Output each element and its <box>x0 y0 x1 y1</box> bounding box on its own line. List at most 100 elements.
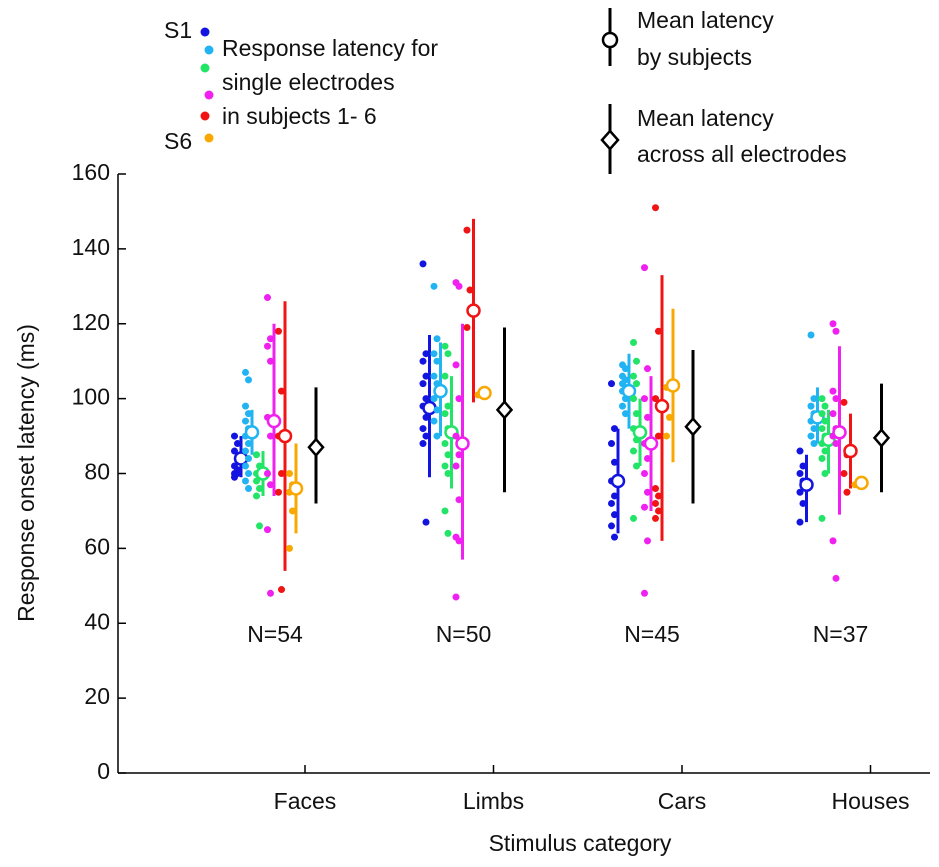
legend-text: by subjects <box>637 44 752 70</box>
electrode-point <box>455 537 463 545</box>
n-label: N=54 <box>247 621 303 647</box>
electrode-point <box>644 413 651 421</box>
overall-mean <box>495 399 514 420</box>
subject-mean <box>466 303 481 318</box>
electrode-point <box>422 413 430 421</box>
electrode-point <box>652 204 659 212</box>
electrode-point <box>278 586 285 594</box>
electrode-point <box>807 402 815 410</box>
electrode-point <box>633 462 640 470</box>
electrode-point <box>655 507 662 515</box>
electrode-point <box>444 529 452 537</box>
electrode-point <box>441 342 449 350</box>
electrode-point <box>463 323 471 331</box>
electrode-point <box>433 335 441 343</box>
electrode-point <box>245 470 252 477</box>
electrode-point <box>289 507 296 515</box>
electrode-point <box>608 522 615 530</box>
legend-text: Mean latency <box>637 105 774 131</box>
electrode-point <box>245 455 252 463</box>
n-label: N=50 <box>436 621 492 647</box>
legend-mean <box>601 31 619 49</box>
electrode-point <box>796 488 804 496</box>
y-tick-label: 120 <box>72 309 110 335</box>
electrode-point <box>633 380 640 388</box>
electrode-point <box>641 503 648 511</box>
legend-text: Mean latency <box>637 7 774 33</box>
electrode-point <box>278 470 285 477</box>
electrode-point <box>622 365 629 373</box>
electrode-point <box>452 462 460 470</box>
electrode-point <box>652 484 659 492</box>
subject-mean <box>266 413 282 429</box>
electrode-point <box>840 398 848 406</box>
electrode-point <box>630 395 637 403</box>
electrode-point <box>267 481 274 489</box>
electrode-point <box>422 350 430 358</box>
electrode-point <box>444 402 452 410</box>
electrode-point <box>843 488 851 496</box>
electrode-point <box>832 395 840 403</box>
electrode-point <box>419 260 427 268</box>
electrode-point <box>652 514 659 522</box>
legend-text: Response latency for <box>222 35 438 61</box>
electrode-point <box>810 425 818 433</box>
y-tick-label: 0 <box>97 758 110 784</box>
electrode-point <box>810 395 818 403</box>
electrode-point <box>641 395 648 403</box>
electrode-point <box>441 462 449 470</box>
electrode-point <box>278 387 285 395</box>
electrode-point <box>611 425 618 433</box>
electrode-point <box>264 342 271 350</box>
electrode-point <box>444 470 452 477</box>
electrode-point <box>641 470 648 477</box>
legend-swatch <box>204 133 214 143</box>
y-axis-label: Response onset latency (ms) <box>13 324 39 622</box>
electrode-point <box>807 331 815 339</box>
electrode-point <box>234 440 241 448</box>
electrode-point <box>832 327 840 335</box>
electrode-point <box>611 458 618 466</box>
electrode-point <box>655 432 662 440</box>
electrode-point <box>245 484 252 492</box>
x-axis-label: Stimulus category <box>489 830 672 856</box>
subject-mean <box>654 398 670 414</box>
electrode-point <box>611 511 618 519</box>
electrode-point <box>611 533 618 541</box>
electrode-point <box>644 365 651 373</box>
y-tick-label: 100 <box>72 384 110 410</box>
electrode-point <box>286 470 293 477</box>
legend-swatch <box>200 27 210 37</box>
electrode-point <box>256 484 263 492</box>
legend-text: across all electrodes <box>637 141 847 167</box>
electrode-point <box>608 440 615 448</box>
legend-swatch <box>204 45 214 55</box>
electrode-point <box>818 455 826 463</box>
electrode-point <box>444 350 452 358</box>
electrode-point <box>799 499 807 507</box>
electrode-point <box>452 593 460 601</box>
electrode-point <box>829 410 837 418</box>
electrode-point <box>641 589 648 597</box>
electrode-point <box>245 410 252 418</box>
electrode-point <box>422 432 430 440</box>
x-tick-label: Houses <box>832 788 910 814</box>
electrode-point <box>652 395 659 403</box>
subject-mean <box>854 475 869 491</box>
electrode-point <box>267 589 274 597</box>
electrode-point <box>253 492 260 500</box>
electrode-point <box>422 395 430 403</box>
electrode-point <box>441 372 449 380</box>
electrode-point <box>430 350 438 358</box>
electrode-point <box>264 470 271 477</box>
x-tick-label: Limbs <box>463 788 524 814</box>
x-tick-label: Cars <box>658 788 707 814</box>
electrode-point <box>807 432 815 440</box>
electrode-point <box>799 462 807 470</box>
electrode-point <box>641 264 648 272</box>
subject-mean <box>621 383 637 399</box>
electrode-point <box>829 320 837 328</box>
electrode-point <box>286 544 293 552</box>
subject-mean <box>665 378 681 393</box>
